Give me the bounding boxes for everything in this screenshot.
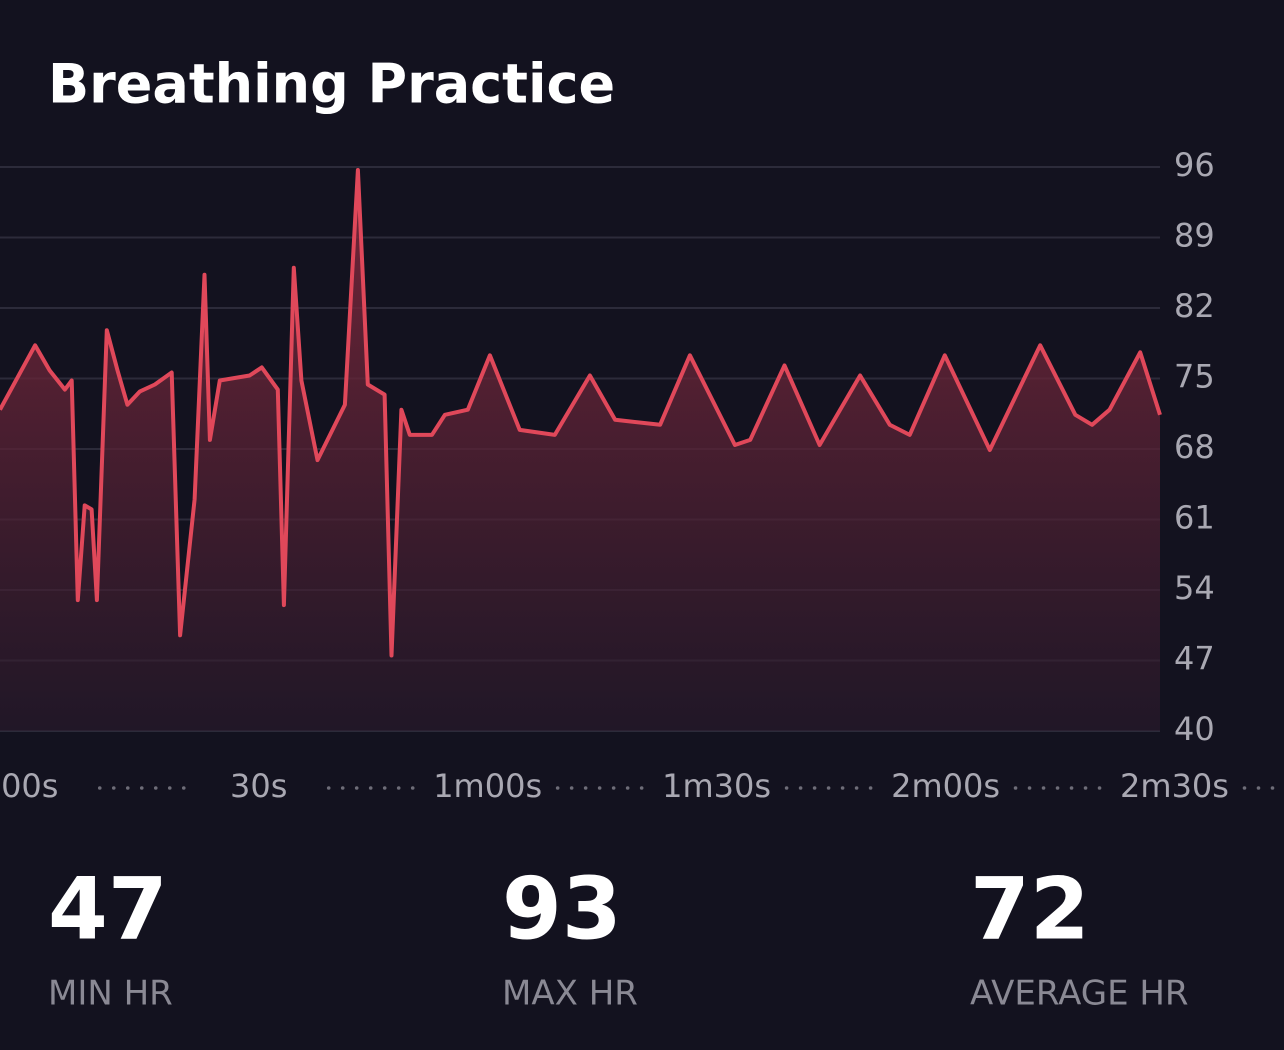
separator-dot [854,786,859,790]
y-tick-label: 68 [1174,428,1215,466]
separator-dot [1055,786,1060,790]
separator-dot [354,786,359,790]
separator-dot [597,786,602,790]
x-tick-label: 2m00s [891,767,1000,805]
y-tick-label: 82 [1174,287,1215,325]
separator-dot [1069,786,1074,790]
stat-label: MIN HR [48,974,173,1014]
separator-dot [396,786,401,790]
separator-dot [410,786,415,790]
separator-dot [784,786,789,790]
separator-dot [625,786,630,790]
y-tick-label: 89 [1174,217,1215,255]
separator-dot [1256,786,1261,790]
separator-dot [1083,786,1088,790]
separator-dot [167,786,172,790]
stat-value: 47 [48,859,168,959]
stat-value: 72 [970,859,1090,959]
separator-dot [1270,786,1275,790]
separator-dot [340,786,345,790]
separator-dot [1242,786,1247,790]
stat-label: AVERAGE HR [970,974,1189,1014]
line [0,168,1162,658]
separator-dot [555,786,560,790]
x-tick-label: 00s [1,767,58,805]
y-tick-label: 75 [1174,358,1215,396]
separator-dot [868,786,873,790]
stat-value: 93 [502,859,622,959]
area-fill [0,170,1160,731]
stat-label: MAX HR [502,974,638,1014]
separator-dot [125,786,130,790]
separator-dot [181,786,186,790]
separator-dot [1027,786,1032,790]
y-tick-label: 54 [1174,569,1215,607]
separator-dot [826,786,831,790]
x-tick-label: 1m00s [433,767,542,805]
separator-dot [1041,786,1046,790]
y-tick-label: 40 [1174,710,1215,748]
separator-dot [97,786,102,790]
separator-dot [639,786,644,790]
separator-dot [583,786,588,790]
stats: 47 MIN HR 93 MAX HR 72 AVERAGE HR [48,859,1189,1013]
x-tick-label: 30s [230,767,287,805]
separator-dot [840,786,845,790]
separator-dot [611,786,616,790]
separator-dot [1013,786,1018,790]
x-tick-label: 1m30s [662,767,771,805]
x-tick-label: 2m30s [1120,767,1229,805]
separator-dot [368,786,373,790]
separator-dot [326,786,331,790]
y-tick-label: 61 [1174,499,1215,537]
separator-dot [153,786,158,790]
separator-dot [111,786,116,790]
y-tick-label: 96 [1174,146,1215,184]
separator-dot [382,786,387,790]
chart-title: Breathing Practice [48,53,615,116]
separator-dot [812,786,817,790]
separator-dot [139,786,144,790]
separator-dot [569,786,574,790]
y-tick-label: 47 [1174,640,1215,678]
separator-dot [798,786,803,790]
separator-dot [1097,786,1102,790]
